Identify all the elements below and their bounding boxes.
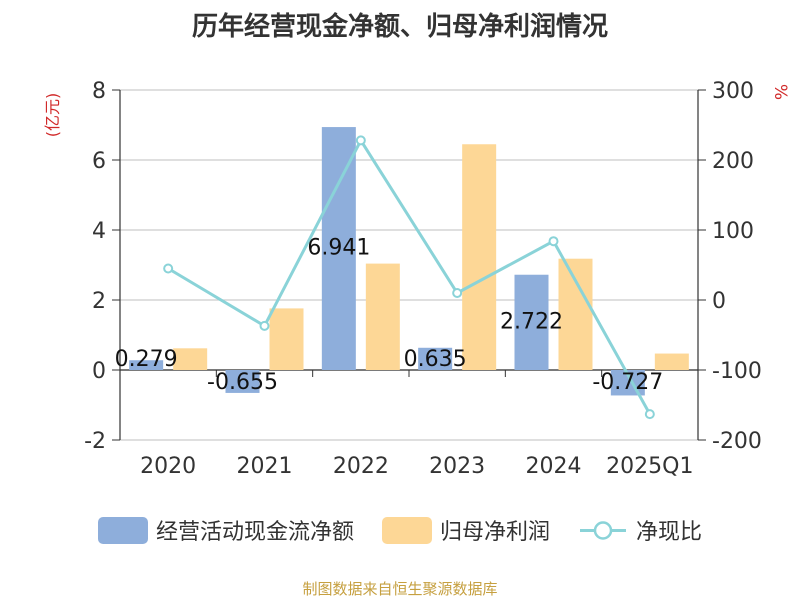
legend-item-ratio[interactable]: 净现比 (578, 514, 702, 546)
bar-cash (514, 274, 549, 370)
ratio-point (452, 288, 463, 298)
bar-cash-data-label: 0.279 (115, 347, 178, 372)
x-tick-label: 2021 (237, 454, 293, 479)
bar-cash-data-label: -0.727 (592, 370, 663, 395)
x-tick-label: 2024 (526, 454, 582, 479)
bar-cash-data-label: 6.941 (307, 236, 370, 261)
x-tick-label: 2025Q1 (606, 454, 693, 479)
ratio-point (355, 135, 366, 146)
legend-swatch-profit (381, 516, 432, 544)
right-tick-label: -100 (712, 359, 762, 384)
bar-cash-data-label: -0.655 (207, 370, 278, 395)
bar-cash-data-label: 0.635 (404, 347, 467, 372)
x-tick-label: 2020 (140, 454, 196, 479)
ratio-line (167, 137, 652, 415)
chart-svg: -2 0 2 4 6 8 -200 -100 0 100 200 300 (亿元)% 2020 2021 20… (43, 79, 790, 479)
bar-cash-data-label: 2.722 (500, 309, 563, 334)
left-tick-label: 8 (92, 79, 106, 104)
bar-profit (269, 308, 304, 370)
ratio-point (259, 320, 270, 331)
legend-label-profit: 归母净利润 (439, 520, 550, 545)
ratio-point (644, 409, 655, 420)
right-tick-label: 0 (712, 289, 726, 314)
chart-title: 历年经营现金净额、归母净利润情况 (191, 12, 608, 42)
legend-item-cash[interactable]: 经营活动现金流净额 (97, 514, 354, 546)
ratio-point (163, 263, 174, 274)
bar-cash (321, 127, 356, 370)
chart-legend: 经营活动现金流净额 归母净利润 净现比 (0, 514, 800, 546)
legend-label-cash: 经营活动现金流净额 (155, 520, 354, 545)
data-source-note: 制图数据来自恒生聚源数据库 (302, 580, 498, 598)
bar-profit (654, 353, 689, 370)
bar-cash (225, 370, 260, 393)
left-tick-label: 0 (92, 359, 106, 384)
legend-label-ratio: 净现比 (636, 520, 703, 545)
right-axis-unit: % (770, 84, 790, 100)
bar-profit (462, 144, 497, 370)
left-tick-label: 6 (92, 149, 106, 174)
ratio-point (548, 236, 559, 247)
left-tick-label: 2 (92, 289, 106, 314)
legend-swatch-ratio (580, 520, 626, 540)
bar-profit (558, 258, 593, 370)
legend-item-profit[interactable]: 归母净利润 (381, 514, 550, 546)
bar-profit (173, 348, 208, 370)
left-axis-unit: (亿元) (43, 93, 62, 138)
right-tick-label: 300 (712, 79, 754, 104)
x-tick-label: 2022 (333, 454, 389, 479)
x-tick-label: 2023 (429, 454, 485, 479)
bar-cash (418, 347, 453, 370)
right-tick-label: -200 (712, 429, 762, 454)
bar-profit (365, 263, 400, 370)
right-tick-label: 200 (712, 149, 754, 174)
left-tick-label: 4 (92, 219, 106, 244)
left-tick-label: -2 (84, 429, 106, 454)
right-tick-label: 100 (712, 219, 754, 244)
bar-cash (129, 360, 164, 370)
legend-swatch-cash (97, 516, 148, 544)
